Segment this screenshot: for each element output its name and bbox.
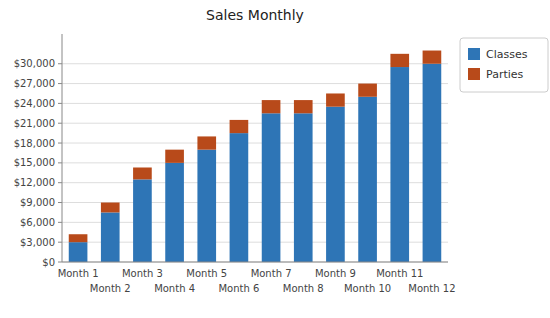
grid-line: [62, 63, 448, 64]
bar: [69, 234, 88, 242]
y-tick-label: $0: [42, 257, 55, 268]
y-tick-label: $9,000: [20, 197, 55, 208]
bar: [230, 133, 249, 262]
x-tick-label: Month 3: [122, 268, 163, 279]
y-tick-label: $6,000: [20, 217, 55, 228]
y-tick-label: $12,000: [14, 177, 55, 188]
grid-line: [62, 83, 448, 84]
bars: [69, 51, 441, 262]
bar: [165, 163, 184, 262]
x-tick-label: Month 5: [186, 268, 227, 279]
x-tick-label: Month 10: [344, 283, 391, 294]
y-tick: [58, 123, 62, 124]
bar: [423, 64, 442, 262]
grid-line: [62, 103, 448, 104]
grid-line: [62, 143, 448, 144]
bar: [101, 203, 120, 213]
bar: [165, 150, 184, 163]
grid-line: [62, 182, 448, 183]
chart-title: Sales Monthly: [206, 7, 304, 23]
y-tick-label: $24,000: [14, 98, 55, 109]
x-tick-label: Month 2: [90, 283, 131, 294]
y-tick: [58, 242, 62, 243]
legend-label: Classes: [486, 48, 528, 61]
legend-label: Parties: [486, 68, 524, 81]
y-tick: [58, 182, 62, 183]
x-tick-label: Month 4: [154, 283, 195, 294]
bar: [133, 167, 152, 179]
bar: [262, 113, 281, 262]
grid-line: [62, 202, 448, 203]
y-tick-label: $27,000: [14, 78, 55, 89]
bar: [326, 93, 345, 106]
bar: [390, 54, 409, 67]
bar: [390, 67, 409, 262]
x-tick-label: Month 1: [58, 268, 99, 279]
legend-swatch: [468, 48, 480, 60]
grid-line: [62, 242, 448, 243]
y-tick: [58, 222, 62, 223]
x-tick-label: Month 12: [408, 283, 455, 294]
y-tick-label: $15,000: [14, 157, 55, 168]
bar: [294, 100, 313, 113]
bar: [262, 100, 281, 113]
y-tick-label: $30,000: [14, 58, 55, 69]
grid-line: [62, 123, 448, 124]
grid: [62, 64, 448, 262]
y-axis-line: [62, 34, 63, 262]
y-tick-label: $3,000: [20, 237, 55, 248]
x-tick-label: Month 9: [315, 268, 356, 279]
x-axis-line: [62, 262, 448, 263]
bar: [358, 97, 377, 262]
bar: [133, 179, 152, 262]
legend-swatch: [468, 68, 480, 80]
bar: [326, 107, 345, 262]
grid-line: [62, 162, 448, 163]
y-tick-label: $21,000: [14, 118, 55, 129]
y-tick-label: $18,000: [14, 138, 55, 149]
y-tick: [58, 103, 62, 104]
bar: [358, 84, 377, 97]
grid-line: [62, 222, 448, 223]
bar: [101, 212, 120, 262]
y-tick: [58, 143, 62, 144]
legend-frame: [460, 38, 548, 92]
grid-line: [62, 262, 448, 263]
x-tick-label: Month 8: [283, 283, 324, 294]
legend: Classes Parties: [460, 38, 548, 92]
bar: [197, 136, 216, 149]
x-tick-label: Month 11: [376, 268, 423, 279]
x-tick-label: Month 7: [251, 268, 292, 279]
y-tick: [58, 63, 62, 64]
bar: [230, 120, 249, 133]
y-tick: [58, 262, 62, 263]
bar: [197, 150, 216, 262]
chart-container: Sales Monthly $0 $3,000 $6,000 $9,000 $12,000…: [0, 0, 550, 318]
bar: [423, 51, 442, 64]
y-tick: [58, 202, 62, 203]
y-tick: [58, 162, 62, 163]
chart-svg: Sales Monthly $0 $3,000 $6,000 $9,000 $12,000…: [0, 0, 550, 318]
x-tick-label: Month 6: [218, 283, 259, 294]
bar: [294, 113, 313, 262]
bar: [69, 242, 88, 262]
y-tick: [58, 83, 62, 84]
